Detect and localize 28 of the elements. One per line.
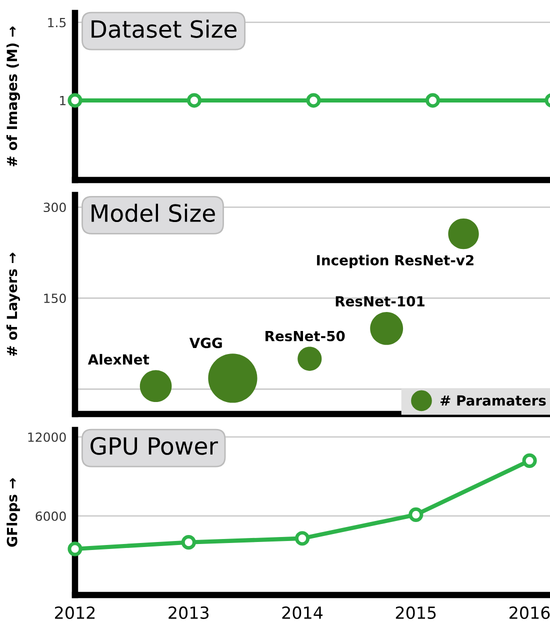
y-tick-label: 1 (60, 96, 66, 106)
chart-title: Dataset Size (92, 20, 236, 38)
x-tick-label: 2015 (396, 606, 436, 620)
x-tick-label: 2016 (510, 606, 550, 620)
y-axis-title: # of Images (M) → (6, 26, 20, 166)
y-tick-label: 1.5 (48, 18, 66, 28)
chart-title: GPU Power (90, 437, 218, 455)
annotation: ResNet-101 (336, 296, 424, 307)
point (408, 507, 424, 522)
x-tick-label: 2013 (168, 606, 209, 620)
chart-title: Model Size (92, 204, 215, 222)
annotation: AlexNet (88, 354, 150, 365)
y-tick-label: 300 (44, 202, 66, 212)
point (68, 542, 82, 556)
annotation: Inception ResNet-v2 (317, 254, 474, 268)
y-axis-title: GFlops → (6, 478, 20, 547)
y-tick-label: 150 (44, 294, 66, 304)
y-tick-label: 12000 (28, 432, 66, 442)
legend-label: # Paramaters (440, 395, 546, 406)
x-tick-label: 2012 (55, 606, 95, 620)
y-axis-title: # of Layers → (6, 252, 20, 356)
annotation: VGG (189, 338, 222, 348)
point (294, 531, 310, 546)
y-tick-label: 6000 (36, 511, 66, 521)
x-tick-label: 2014 (282, 606, 323, 620)
annotation: ResNet-50 (266, 330, 345, 342)
point (181, 535, 196, 550)
point (522, 453, 537, 468)
